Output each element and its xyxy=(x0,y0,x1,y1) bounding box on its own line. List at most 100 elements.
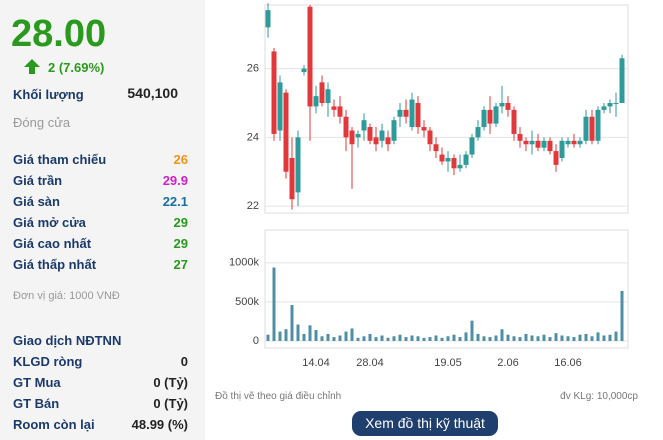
volume-bar xyxy=(278,331,282,341)
x-tick-label: 2.06 xyxy=(497,357,518,369)
candle-body xyxy=(409,99,415,128)
candle-body xyxy=(613,102,619,104)
candle-body xyxy=(337,106,343,117)
candle-body xyxy=(589,116,595,141)
candle-body xyxy=(487,109,493,124)
candle-body xyxy=(475,127,481,138)
foreign-label: Room còn lại xyxy=(13,417,95,432)
volume-tick-label: 1000k xyxy=(229,257,259,269)
candle-body xyxy=(415,102,421,128)
candle-body xyxy=(283,92,289,172)
candle-body xyxy=(499,102,505,107)
y-tick-label: 24 xyxy=(247,131,259,143)
volume-bar xyxy=(284,329,288,341)
foreign-label: KLGD ròng xyxy=(13,354,83,369)
volume-bar xyxy=(560,335,564,341)
status: Đóng cửa xyxy=(13,115,71,130)
foreign-value: 0 (Tỷ) xyxy=(153,375,188,390)
candle-body xyxy=(481,109,487,128)
volume-bar xyxy=(326,333,330,341)
volume-bar xyxy=(302,333,306,341)
technical-chart-button[interactable]: Xem đồ thị kỹ thuật xyxy=(352,411,498,436)
volume-bar xyxy=(602,335,606,341)
foreign-value: 48.99 (%) xyxy=(131,417,188,432)
candle-body xyxy=(553,151,559,165)
candle-body xyxy=(607,102,613,107)
x-tick-label: 19.05 xyxy=(434,357,462,369)
candle-body xyxy=(343,116,349,138)
stat-label: Giá sàn xyxy=(13,194,60,209)
volume-bar xyxy=(518,337,522,341)
stat-value: 22.1 xyxy=(162,194,188,209)
volume-bar xyxy=(338,335,342,341)
volume-bar xyxy=(446,336,450,341)
volume-label: Khối lượng xyxy=(13,87,84,102)
candle-body xyxy=(559,140,565,158)
candle-body xyxy=(535,140,541,148)
candle-body xyxy=(355,133,361,138)
candle-body xyxy=(565,140,571,145)
volume-frame xyxy=(264,229,629,349)
candle-body xyxy=(319,82,325,103)
candle-body xyxy=(577,140,583,145)
foreign-value: 0 xyxy=(180,354,188,369)
candle-body xyxy=(583,116,589,141)
candle-body xyxy=(445,157,451,162)
quote-panel: 28.00 2 (7.69%) Khối lượng 540,100 Đóng … xyxy=(0,0,205,440)
volume-bar xyxy=(572,337,576,341)
y-tick-label: 26 xyxy=(247,63,259,75)
candle-body xyxy=(361,120,367,131)
price: 28.00 xyxy=(11,13,107,55)
candle-body xyxy=(421,127,427,131)
volume-bar xyxy=(494,335,498,341)
volume-bar xyxy=(398,334,402,341)
volume-bar xyxy=(542,334,546,341)
candle-body xyxy=(505,102,511,110)
volume-bar xyxy=(464,332,468,341)
candle-body xyxy=(307,6,313,107)
candle-body xyxy=(403,109,409,117)
stat-value: 29 xyxy=(173,236,188,251)
volume-bar xyxy=(320,336,324,341)
candle-body xyxy=(379,130,385,141)
volume-bar xyxy=(488,337,492,341)
stat-label: Giá thấp nhất xyxy=(13,257,97,272)
candle-body xyxy=(463,154,469,165)
volume-bar xyxy=(608,334,612,341)
volume-bar xyxy=(416,336,420,341)
volume-tick-label: 0 xyxy=(253,335,259,347)
volume-bar xyxy=(362,336,366,341)
change: 2 (7.69%) xyxy=(48,60,105,75)
volume: 540,100 xyxy=(127,85,178,101)
foreign-label: GT Bán xyxy=(13,396,60,411)
candle-body xyxy=(493,106,499,124)
volume-bar xyxy=(410,335,414,341)
volume-bar xyxy=(620,290,624,341)
candle-body xyxy=(385,137,391,145)
volume-bar xyxy=(566,336,570,341)
volume-bar xyxy=(272,267,276,341)
up-arrow xyxy=(24,59,40,74)
volume-bar xyxy=(434,335,438,341)
volume-tick-label: 500k xyxy=(235,296,259,308)
candle-body xyxy=(331,106,337,110)
candle-body xyxy=(571,140,577,145)
candle-body xyxy=(547,140,553,152)
volume-bar xyxy=(554,333,558,341)
volume-bar xyxy=(578,334,582,341)
unit-note: Đơn vị giá: 1000 VNĐ xyxy=(13,290,120,302)
candle-body xyxy=(325,89,331,103)
volume-bar xyxy=(404,337,408,341)
candle-body xyxy=(439,154,445,162)
volume-bar xyxy=(614,331,618,341)
foreign-value: 0 (Tỷ) xyxy=(153,396,188,411)
stat-label: Giá mở cửa xyxy=(13,215,86,230)
candle-body xyxy=(277,82,283,131)
volume-bar xyxy=(476,333,480,341)
stat-label: Giá cao nhất xyxy=(13,236,92,251)
volume-bar xyxy=(296,324,300,341)
volume-bar xyxy=(440,337,444,341)
volume-bar xyxy=(470,320,474,341)
